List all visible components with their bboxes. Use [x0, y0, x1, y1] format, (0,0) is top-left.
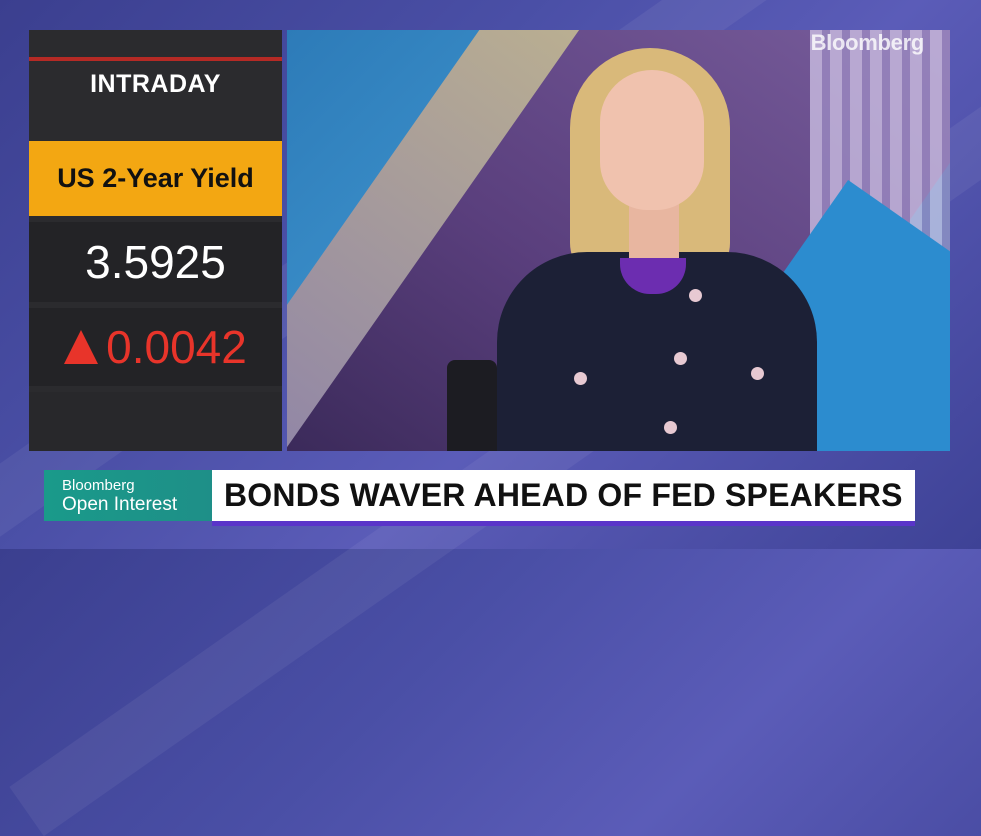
bloomberg-logo: Bloomberg	[810, 30, 925, 55]
yield-change-value: 0.0042	[106, 321, 247, 373]
instrument-name: US 2-Year Yield	[29, 141, 282, 216]
market-data-panel: INTRADAY US 2-Year Yield 3.5925 0.0042	[29, 30, 282, 451]
panel-bottom	[29, 392, 282, 451]
presenter-face	[600, 70, 704, 210]
panel-accent-line	[29, 57, 282, 61]
jacket-button	[689, 289, 702, 302]
panel-label: INTRADAY	[90, 70, 221, 98]
jacket-button	[751, 367, 764, 380]
yield-value: 3.5925	[29, 222, 282, 302]
show-branding: Bloomberg Open Interest	[44, 470, 212, 521]
yield-change: 0.0042	[29, 308, 282, 386]
show-name: Open Interest	[62, 494, 178, 515]
jacket-button	[664, 421, 677, 434]
brand-name: Bloomberg	[62, 477, 135, 494]
headline-underline	[212, 521, 915, 526]
presenter-neck	[629, 200, 679, 260]
headline-text: BONDS WAVER AHEAD OF FED SPEAKERS	[224, 477, 903, 513]
video-frame: Bloomberg	[287, 30, 950, 451]
headline-banner: BONDS WAVER AHEAD OF FED SPEAKERS	[212, 470, 915, 521]
up-arrow-icon	[64, 330, 99, 364]
chair	[447, 360, 497, 451]
jacket-button	[674, 352, 687, 365]
jacket-button	[574, 372, 587, 385]
